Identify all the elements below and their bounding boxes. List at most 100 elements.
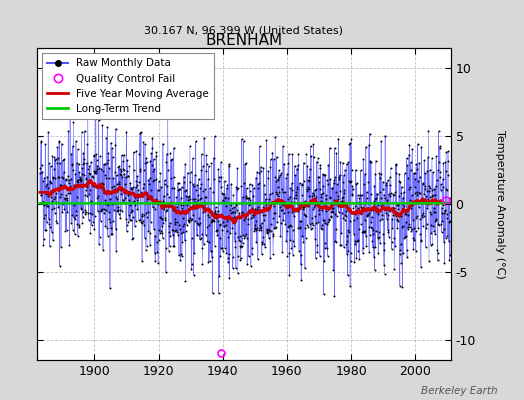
Point	[264, 227, 272, 234]
Point	[292, 192, 300, 198]
Point	[296, 218, 304, 224]
Point	[64, 172, 72, 179]
Point	[274, 175, 282, 182]
Point	[401, 207, 409, 213]
Point	[36, 170, 44, 176]
Point	[137, 218, 146, 225]
Point	[307, 226, 315, 232]
Point	[290, 243, 299, 249]
Point	[364, 206, 372, 213]
Point	[422, 221, 431, 227]
Point	[361, 228, 369, 234]
Point	[281, 202, 289, 208]
Point	[390, 234, 399, 241]
Point	[116, 168, 125, 174]
Point	[135, 151, 144, 157]
Point	[222, 222, 230, 228]
Point	[298, 192, 307, 198]
Point	[148, 204, 157, 211]
Point	[137, 189, 145, 195]
Point	[152, 153, 160, 159]
Point	[109, 175, 117, 181]
Point	[354, 248, 363, 254]
Point	[440, 226, 449, 232]
Point	[363, 213, 372, 220]
Point	[266, 164, 275, 170]
Point	[48, 229, 56, 235]
Point	[139, 166, 148, 173]
Legend: Raw Monthly Data, Quality Control Fail, Five Year Moving Average, Long-Term Tren: Raw Monthly Data, Quality Control Fail, …	[42, 53, 214, 119]
Point	[421, 200, 430, 206]
Point	[228, 265, 237, 271]
Point	[298, 233, 307, 240]
Point	[320, 258, 329, 264]
Point	[311, 255, 320, 262]
Point	[94, 183, 103, 189]
Point	[408, 146, 417, 152]
Point	[84, 210, 92, 216]
Point	[105, 190, 114, 196]
Point	[378, 186, 387, 192]
Point	[288, 209, 296, 216]
Point	[355, 208, 364, 215]
Point	[294, 225, 302, 232]
Point	[69, 214, 78, 220]
Point	[248, 214, 257, 220]
Point	[191, 172, 199, 178]
Point	[389, 205, 397, 211]
Point	[134, 217, 143, 223]
Point	[104, 233, 112, 239]
Point	[200, 241, 208, 248]
Point	[401, 211, 409, 217]
Point	[328, 185, 336, 191]
Point	[61, 228, 70, 234]
Point	[437, 181, 445, 188]
Point	[267, 221, 276, 228]
Point	[430, 208, 439, 215]
Point	[139, 185, 147, 191]
Point	[138, 210, 147, 217]
Point	[111, 200, 119, 207]
Point	[59, 200, 67, 206]
Point	[305, 174, 314, 180]
Point	[309, 206, 318, 212]
Point	[300, 211, 308, 217]
Point	[175, 186, 183, 193]
Point	[120, 170, 128, 177]
Point	[424, 154, 432, 161]
Point	[442, 187, 451, 193]
Point	[88, 179, 96, 186]
Point	[222, 250, 231, 256]
Point	[288, 151, 297, 157]
Point	[167, 156, 176, 163]
Point	[45, 178, 53, 185]
Point	[155, 226, 163, 233]
Point	[361, 199, 369, 206]
Point	[440, 210, 448, 216]
Point	[206, 248, 215, 254]
Point	[40, 215, 48, 221]
Point	[385, 191, 393, 197]
Point	[93, 208, 102, 215]
Point	[212, 228, 221, 234]
Point	[330, 177, 338, 184]
Point	[310, 192, 318, 198]
Point	[417, 144, 425, 150]
Point	[170, 243, 178, 250]
Point	[356, 191, 364, 198]
Point	[185, 217, 193, 224]
Point	[101, 197, 110, 203]
Point	[199, 209, 208, 216]
Point	[217, 183, 225, 190]
Point	[321, 240, 329, 246]
Point	[288, 187, 296, 193]
Point	[93, 194, 101, 201]
Point	[337, 198, 345, 205]
Point	[380, 195, 389, 202]
Point	[379, 262, 388, 268]
Point	[405, 220, 413, 227]
Point	[322, 208, 330, 214]
Point	[420, 213, 428, 219]
Point	[67, 150, 75, 157]
Point	[369, 200, 378, 207]
